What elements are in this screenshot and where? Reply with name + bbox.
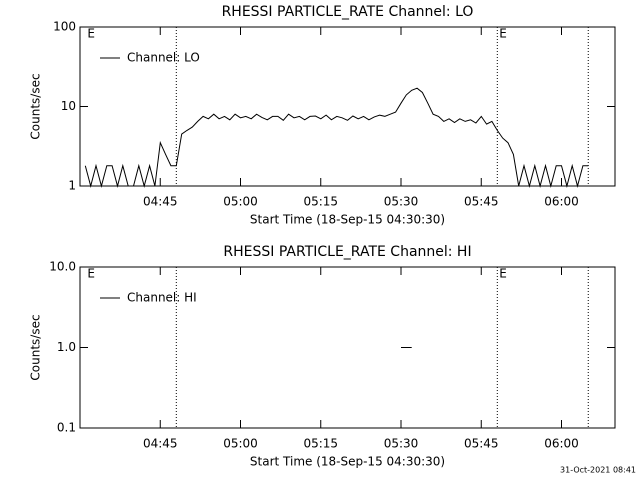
x-tick-label: 04:45 [143,437,178,451]
annotation: E [499,267,507,281]
y-tick-label: 1 [68,179,76,193]
y-axis-label: Counts/sec [29,314,43,380]
legend-label: Channel: HI [127,291,197,305]
y-axis-label: Counts/sec [29,73,43,139]
x-tick-label: 05:00 [223,195,258,209]
chart-title: RHESSI PARTICLE_RATE Channel: LO [222,4,474,20]
legend-label: Channel: LO [127,51,200,65]
y-tick-label: 0.1 [57,421,76,435]
y-tick-label: 1.0 [57,340,76,354]
x-tick-label: 06:00 [544,437,579,451]
x-tick-label: 05:15 [303,437,338,451]
x-tick-label: 05:00 [223,437,258,451]
footer-timestamp: 31-Oct-2021 08:41 [560,466,636,475]
y-tick-label: 10 [61,99,76,113]
x-axis-label: Start Time (18-Sep-15 04:30:30) [250,455,445,469]
annotation: E [499,27,507,41]
annotation: E [87,267,95,281]
y-tick-label: 100 [53,20,76,34]
x-tick-label: 05:45 [464,195,499,209]
annotation: E [87,27,95,41]
data-line [84,87,589,188]
chart-title: RHESSI PARTICLE_RATE Channel: HI [223,244,471,260]
x-tick-label: 05:15 [303,195,338,209]
x-axis-label: Start Time (18-Sep-15 04:30:30) [250,213,445,227]
x-tick-label: 06:00 [544,195,579,209]
x-tick-label: 04:45 [143,195,178,209]
x-tick-label: 05:30 [384,437,419,451]
y-tick-label: 10.0 [49,260,76,274]
x-tick-label: 05:45 [464,437,499,451]
x-tick-label: 05:30 [384,195,419,209]
